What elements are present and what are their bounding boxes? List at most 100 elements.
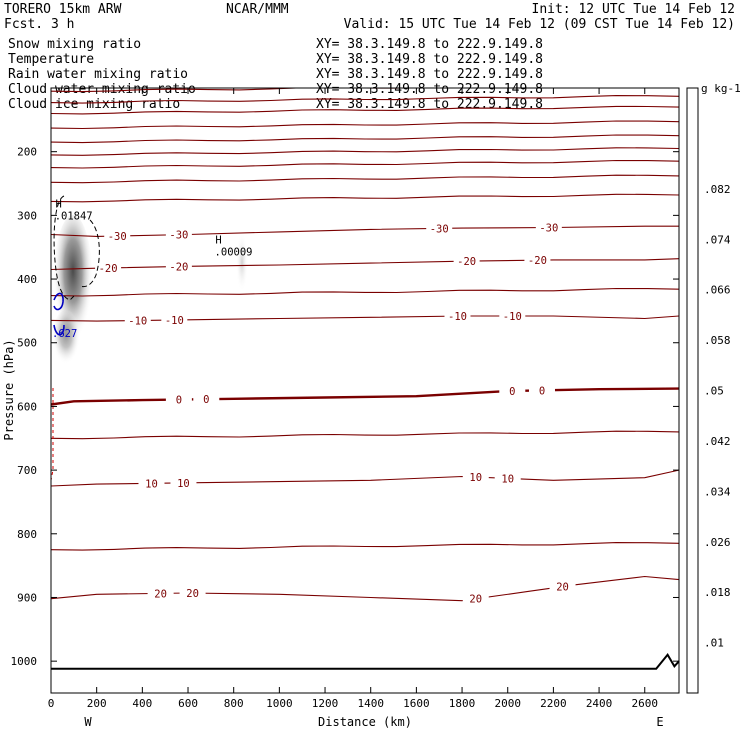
contour-label-background — [453, 255, 480, 268]
temperature-line — [51, 542, 679, 551]
cloud-ice-dashed-line-left — [53, 195, 75, 301]
y-tick-label: 1000 — [11, 655, 38, 668]
temperature-line — [51, 193, 679, 203]
contour-label-background — [499, 309, 526, 322]
y-tick-label: 400 — [17, 273, 37, 286]
center-label: NCAR/MMM — [226, 2, 289, 17]
colorbar-tick-label: .042 — [704, 435, 731, 448]
temperature-contour-label: -30 — [108, 231, 127, 243]
temperature-contour-label: 0 — [176, 395, 182, 407]
contour-label-background — [165, 228, 192, 241]
contour-label-background — [165, 393, 192, 406]
y-tick-label: 300 — [17, 209, 37, 222]
contour-label-background — [499, 385, 526, 398]
temperature-contour-label: -20 — [99, 263, 118, 275]
temperature-contour-label: -30 — [539, 223, 558, 235]
temperature-contour-line — [51, 469, 679, 487]
contour-label-background — [524, 254, 551, 267]
contour-label-background — [549, 580, 576, 593]
legend-label: Snow mixing ratio — [8, 37, 141, 52]
temperature-contour-label: 10 — [145, 478, 158, 490]
legend-xy: XY= 38.3.149.8 to 222.9.149.8 — [316, 52, 543, 67]
x-tick-label: 1000 — [266, 697, 293, 710]
temperature-contours: -30 -30 -30 -30 -20 -20 -20 -20 -10 -10 -10 -10 0 0 0 0… — [51, 88, 679, 606]
temperature-line — [51, 174, 679, 184]
contour-label-background — [95, 261, 122, 274]
plot-frame — [50, 87, 680, 694]
contour-label-background — [170, 476, 197, 489]
x-tick-label: 1200 — [312, 697, 339, 710]
snow-lower-shading — [52, 310, 80, 370]
legend-xy: XY= 38.3.149.8 to 222.9.149.8 — [316, 67, 543, 82]
temperature-contour-label: 20 — [154, 588, 167, 600]
temperature-contour-label: -20 — [169, 262, 188, 274]
temperature-contour-label: -30 — [169, 230, 188, 242]
temperature-line — [51, 430, 679, 440]
contour-label-background — [444, 310, 471, 323]
contour-label-background — [138, 477, 165, 490]
contour-label-background — [462, 471, 489, 484]
temperature-contour-line — [51, 387, 679, 406]
maximum-symbol: H — [56, 198, 62, 210]
snow-shading — [52, 215, 248, 370]
model-title: TORERO 15km ARW — [4, 2, 122, 17]
temperature-contour-label: -10 — [503, 311, 522, 323]
contour-label-background — [535, 221, 562, 234]
colorbar-tick-label: .05 — [704, 385, 724, 398]
cloud-water-lower-loop — [53, 324, 65, 336]
axes: 0 200 400 600 800 1000 1200 1400 1600 1800 2000 220… — [11, 88, 679, 710]
x-tick-label: 2200 — [540, 697, 567, 710]
temperature-line — [51, 147, 679, 156]
colorbar-tick-label: .026 — [704, 536, 731, 549]
colorbar-tick-label: .018 — [704, 586, 731, 599]
temperature-line — [51, 95, 679, 104]
maximum-value: .01847 — [55, 210, 93, 222]
temperature-contour-label: -10 — [128, 316, 147, 328]
temperature-contour-label: 0 — [203, 394, 209, 406]
temperature-contour-label: 10 — [501, 473, 514, 485]
temperature-line — [51, 159, 679, 169]
temperature-contour-label: 10 — [469, 472, 482, 484]
colorbar-unit: g kg-1 — [701, 82, 740, 95]
temperature-line — [51, 287, 679, 297]
colorbar-frame — [686, 87, 699, 694]
x-tick-label: 400 — [132, 697, 152, 710]
temperature-contour-line — [51, 258, 679, 271]
x-tick-label: 600 — [178, 697, 198, 710]
temperature-contour-line — [51, 575, 679, 602]
x-tick-label: 2400 — [586, 697, 613, 710]
temperature-contour-label: 10 — [177, 478, 190, 490]
temperature-contour-label: -10 — [165, 315, 184, 327]
colorbar: .01 .018 .026 .034 .042 .05 .058 .066 .074 .082 g … — [686, 82, 740, 694]
maximum-value: .00009 — [215, 247, 253, 259]
x-tick-label: 1400 — [357, 697, 384, 710]
temperature-line — [51, 105, 679, 115]
x-tick-label: 2600 — [631, 697, 658, 710]
east-label: E — [656, 715, 663, 729]
cloud-water-value: .627 — [52, 328, 77, 340]
colorbar-tick-label: .01 — [704, 637, 724, 650]
y-tick-label: 800 — [17, 528, 37, 541]
snow-weak-shading — [236, 232, 248, 292]
x-tick-label: 0 — [48, 697, 55, 710]
temperature-contour-label: 20 — [186, 588, 199, 600]
valid-time: Valid: 15 UTC Tue 14 Feb 12 (09 CST Tue … — [344, 17, 735, 32]
cloud-ice-contour — [53, 195, 100, 301]
contour-label-background — [104, 229, 131, 242]
temperature-contour-label: 0 — [539, 385, 545, 397]
contour-label-background — [124, 314, 151, 327]
colorbar-tick-label: .066 — [704, 284, 731, 297]
west-label: W — [84, 715, 92, 729]
y-axis-label: Pressure (hPa) — [2, 339, 16, 440]
colorbar-tick-label: .082 — [704, 183, 731, 196]
temperature-contour-line — [51, 225, 679, 237]
y-tick-label: 700 — [17, 464, 37, 477]
temperature-line — [51, 120, 679, 130]
x-tick-label: 2000 — [494, 697, 521, 710]
init-time: Init: 12 UTC Tue 14 Feb 12 — [532, 2, 736, 17]
colorbar-tick-label: .074 — [704, 233, 731, 246]
y-tick-label: 500 — [17, 337, 37, 350]
cloud-water-upper-loop — [53, 292, 64, 311]
